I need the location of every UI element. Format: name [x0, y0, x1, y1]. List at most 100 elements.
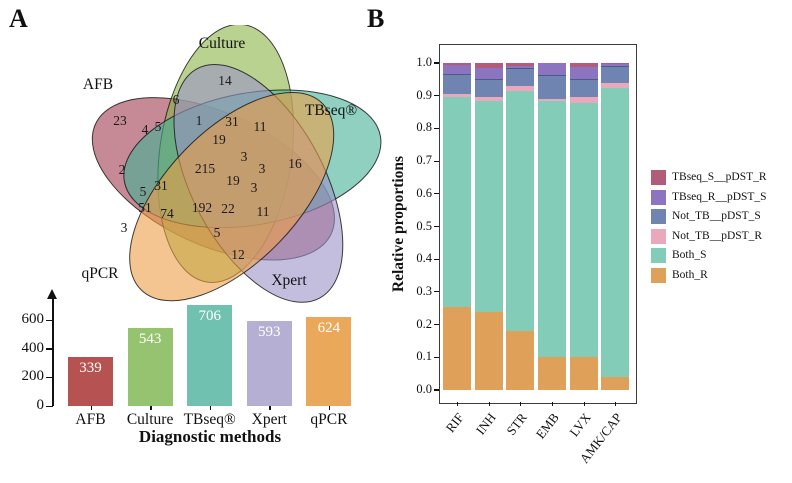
segment-both_s-inh: [474, 100, 503, 312]
legend-item: Both_S: [651, 248, 786, 264]
segment-both_r-rif: [443, 306, 471, 390]
y-tick-label: 0.3: [416, 283, 432, 298]
y-tick: [46, 348, 53, 350]
y-tick: [46, 405, 53, 407]
segment-not_tb__pdst_r-lvx: [569, 97, 598, 103]
legend-label: TBseq_R__pDST_S: [672, 190, 767, 203]
y-tick: [46, 376, 53, 379]
venn-count: 22: [221, 201, 235, 216]
bar-qpcr: [306, 316, 352, 406]
y-tick: [434, 324, 439, 326]
bar-afb: [68, 357, 113, 406]
legend-swatch: [651, 189, 666, 205]
venn-count: 23: [113, 113, 127, 128]
segment-not_tb__pdst_r-rif: [443, 94, 471, 98]
legend-label: Both_S: [672, 249, 707, 261]
segment-tbseq_s__pdst_r-str: [506, 63, 535, 66]
x-axis-title: Diagnostic methods: [138, 427, 282, 446]
segment-tbseq_r__pdst_s-inh: [474, 67, 503, 79]
x-tick: [90, 406, 92, 410]
x-tick: [583, 402, 585, 406]
y-tick-label: 0.0: [416, 382, 432, 396]
y-tick-label: 400: [21, 339, 45, 356]
venn-count: 5: [155, 119, 162, 134]
bar-value-label: 624: [317, 319, 341, 336]
x-tick: [615, 402, 617, 406]
segment-not_tb__pdst_s-emb: [537, 75, 566, 99]
x-tick: [150, 406, 152, 410]
y-tick-label: 600: [21, 311, 45, 327]
segment-both_s-lvx: [569, 102, 598, 358]
y-tick: [434, 258, 439, 260]
y-tick: [434, 95, 439, 97]
segment-not_tb__pdst_s-inh: [474, 78, 503, 97]
venn-count: 31: [225, 114, 239, 129]
y-tick: [434, 160, 439, 162]
x-category-label: TBseq®: [183, 411, 236, 428]
x-category-label: Xpert: [251, 411, 287, 428]
venn-count: 4: [142, 122, 149, 137]
segment-not_tb__pdst_s-str: [506, 67, 535, 86]
legend-label: Not_TB__pDST_S: [672, 210, 761, 222]
y-axis-line: [52, 298, 54, 406]
venn-count: 6: [173, 92, 180, 107]
x-tick: [209, 406, 212, 410]
segment-tbseq_s__pdst_r-rif: [443, 63, 471, 65]
y-tick-label: 200: [21, 368, 45, 385]
segment-not_tb__pdst_s-lvx: [569, 79, 598, 98]
legend-label: Both_R: [672, 268, 708, 281]
segment-not_tb__pdst_r-inh: [474, 96, 503, 101]
bar-value-label: 706: [198, 307, 221, 324]
venn-count: 11: [254, 119, 267, 134]
segment-not_tb__pdst_r-amkcap: [601, 82, 630, 88]
venn-count: 19: [212, 132, 226, 147]
legend-swatch: [651, 228, 666, 244]
legend-label: Not_TB__pDST_R: [672, 229, 763, 242]
segment-both_s-str: [506, 90, 535, 332]
x-category-label: AFB: [75, 411, 106, 428]
venn-set-label: Xpert: [271, 272, 307, 289]
x-tick: [488, 402, 490, 406]
y-tick: [434, 193, 439, 195]
x-category-label: Culture: [126, 411, 174, 428]
y-axis-arrow: [47, 289, 57, 299]
y-tick-label: 0.9: [416, 87, 432, 102]
y-tick: [434, 62, 439, 64]
venn-count: 14: [218, 73, 232, 88]
venn-set-label: TBseq®: [305, 102, 357, 119]
venn-count: 2: [119, 162, 126, 177]
legend-item: Both_R: [651, 267, 786, 284]
y-tick-label: 0: [36, 397, 45, 413]
legend-item: TBseq_S__pDST_R: [651, 170, 786, 186]
segment-not_tb__pdst_s-amkcap: [601, 66, 630, 83]
legend-swatch: [651, 248, 666, 263]
venn-count: 192: [192, 200, 212, 215]
segment-tbseq_s__pdst_r-amkcap: [601, 63, 630, 64]
panel-b-label: B: [367, 4, 385, 33]
y-tick: [434, 291, 439, 293]
y-tick-label: 0.4: [416, 251, 432, 266]
venn-count: 74: [160, 206, 174, 221]
y-tick-label: 0.1: [416, 349, 432, 364]
segment-both_r-amkcap: [601, 376, 630, 390]
segment-both_r-emb: [537, 357, 566, 390]
legend-swatch: [651, 267, 666, 283]
y-tick-label: 0.8: [416, 120, 432, 135]
x-category-label: qPCR: [310, 411, 348, 428]
segment-both_r-str: [506, 331, 535, 390]
venn-set-label: qPCR: [81, 265, 119, 282]
x-tick: [520, 402, 522, 406]
y-tick: [46, 319, 53, 321]
x-tick: [457, 402, 459, 406]
segment-both_s-rif: [443, 97, 471, 307]
legend-swatch: [651, 209, 666, 224]
segment-both_s-amkcap: [601, 87, 630, 377]
venn-set-label: AFB: [83, 76, 113, 93]
venn-count: 12: [231, 247, 245, 262]
y-tick-label: 0.2: [416, 316, 432, 331]
bar-value-label: 593: [258, 324, 281, 340]
y-tick-label: 1.0: [416, 55, 432, 69]
venn-count: 51: [138, 200, 152, 215]
venn-count: 1: [196, 113, 203, 128]
